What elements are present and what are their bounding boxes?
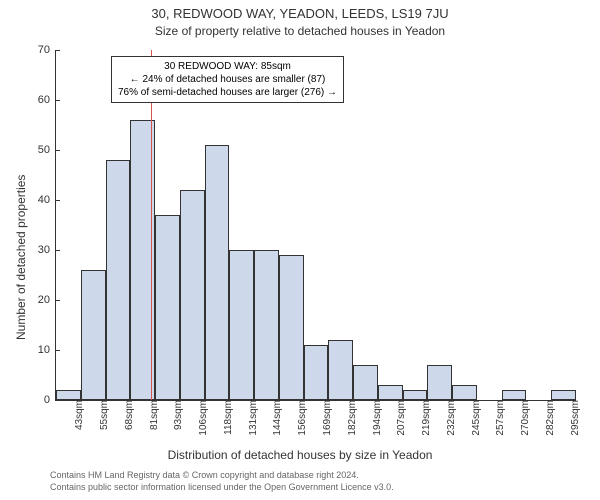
histogram-bar [353, 365, 378, 400]
x-tick: 207sqm [394, 400, 407, 436]
x-tick: 106sqm [196, 400, 209, 436]
histogram-bar [81, 270, 106, 400]
histogram-bar [56, 390, 81, 400]
x-tick: 169sqm [320, 400, 333, 436]
chart-subtitle: Size of property relative to detached ho… [0, 24, 600, 38]
histogram-bar [551, 390, 576, 400]
histogram-bar [328, 340, 353, 400]
x-tick: 144sqm [270, 400, 283, 436]
histogram-bar [254, 250, 279, 400]
footer-line2: Contains public sector information licen… [50, 482, 394, 494]
x-tick: 131sqm [246, 400, 259, 436]
x-tick: 219sqm [419, 400, 432, 436]
histogram-bar [155, 215, 180, 400]
histogram-bar [502, 390, 527, 400]
y-tick: 20 [38, 294, 56, 306]
histogram-bar [378, 385, 403, 400]
x-tick: 43sqm [72, 400, 85, 430]
y-tick: 60 [38, 94, 56, 106]
x-tick: 245sqm [469, 400, 482, 436]
annotation-line: ← 24% of detached houses are smaller (87… [118, 73, 337, 86]
histogram-bar [106, 160, 131, 400]
chart-container: 30, REDWOOD WAY, YEADON, LEEDS, LS19 7JU… [0, 0, 600, 500]
chart-title: 30, REDWOOD WAY, YEADON, LEEDS, LS19 7JU [0, 6, 600, 21]
annotation-line: 76% of semi-detached houses are larger (… [118, 86, 337, 99]
y-tick: 50 [38, 144, 56, 156]
y-tick: 30 [38, 244, 56, 256]
histogram-bar [427, 365, 452, 400]
annotation-line: 30 REDWOOD WAY: 85sqm [118, 60, 337, 73]
x-tick: 156sqm [295, 400, 308, 436]
histogram-bar [180, 190, 205, 400]
histogram-bar [229, 250, 254, 400]
histogram-bar [403, 390, 428, 400]
y-tick: 0 [44, 394, 56, 406]
x-tick: 270sqm [518, 400, 531, 436]
plot-inner: 01020304050607043sqm55sqm68sqm81sqm93sqm… [55, 50, 576, 401]
plot-area: 01020304050607043sqm55sqm68sqm81sqm93sqm… [55, 50, 575, 400]
y-tick: 40 [38, 194, 56, 206]
x-tick: 257sqm [493, 400, 506, 436]
x-tick: 81sqm [147, 400, 160, 430]
y-axis-label: Number of detached properties [14, 175, 28, 340]
x-tick: 295sqm [568, 400, 581, 436]
x-tick: 55sqm [97, 400, 110, 430]
x-tick: 93sqm [171, 400, 184, 430]
x-tick: 282sqm [543, 400, 556, 436]
footer-text: Contains HM Land Registry data © Crown c… [50, 470, 394, 493]
histogram-bar [452, 385, 477, 400]
x-tick: 118sqm [221, 400, 234, 435]
footer-line1: Contains HM Land Registry data © Crown c… [50, 470, 394, 482]
histogram-bar [304, 345, 329, 400]
x-tick: 68sqm [122, 400, 135, 430]
histogram-bar [205, 145, 230, 400]
histogram-bar [279, 255, 304, 400]
x-tick: 232sqm [444, 400, 457, 436]
y-tick: 70 [38, 44, 56, 56]
x-tick: 194sqm [370, 400, 383, 436]
x-axis-label: Distribution of detached houses by size … [0, 448, 600, 462]
annotation-box: 30 REDWOOD WAY: 85sqm← 24% of detached h… [111, 56, 344, 103]
x-tick: 182sqm [345, 400, 358, 436]
y-tick: 10 [38, 344, 56, 356]
